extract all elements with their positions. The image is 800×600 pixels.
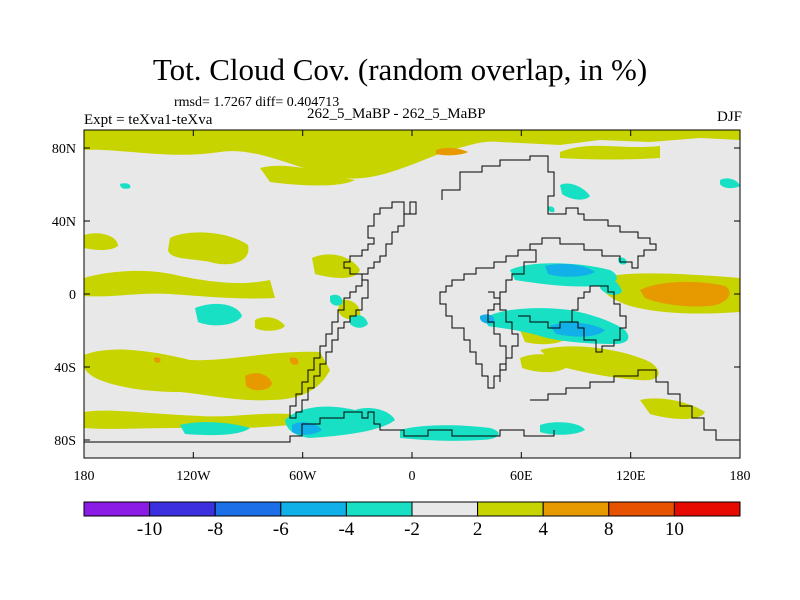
colorbar-label: 10 [665,519,684,540]
spac-orange-2 [290,357,299,365]
coastline-antarctica [84,411,555,443]
colorbar-box [149,501,216,517]
indo-blue [545,264,595,277]
ant-cyan-3 [180,422,250,436]
strong-negative-regions [292,264,605,435]
west-pac [84,233,118,250]
lon-tick-label: 180 [730,469,751,484]
spac-orange-3 [154,357,161,363]
arctic-band [84,130,740,179]
indian-blue [550,322,605,337]
colorbar [83,501,741,517]
coastlines [84,155,740,443]
lon-tick-label: 180 [74,469,95,484]
npac-patch [168,232,249,265]
pac-cyan-2 [330,294,343,306]
samerica-patch [255,317,285,331]
anomaly-field [84,130,740,441]
mid-atl [312,254,360,278]
lon-tick-label: 60E [510,469,533,484]
colorbar-label: -10 [137,519,162,540]
colorbar-box [411,501,479,517]
colorbar-box [542,501,610,517]
lon-tick-label: 120W [176,469,211,484]
aus-patch [640,398,705,419]
colorbar-label: -6 [273,519,289,540]
na-cyan [560,183,590,200]
coastline-americas [289,201,417,419]
coastline-se-asia [518,315,572,329]
na-cyan-4 [548,206,555,213]
colorbar-box [477,501,544,517]
ant-cyan-4 [540,422,585,435]
colorbar-label: -2 [404,519,420,540]
na-cyan-2 [720,178,740,189]
lat-tick-label: 80N [52,142,76,157]
ant-band [84,410,300,429]
colorbar-box [280,501,347,517]
lat-axis: 80N 40N 0 40S 80S [52,142,76,449]
lat-tick-label: 40N [52,215,76,230]
ep-orange [640,281,730,307]
spac-orange [245,373,272,391]
trop-pac-band [84,270,275,299]
arctic-band-3 [560,145,660,160]
figure-title: Tot. Cloud Cov. (random overlap, in %) [152,52,648,87]
strong-positive-regions [154,147,730,391]
atl-cyan [350,315,368,328]
coastline-australia [571,285,627,353]
colorbar-box [214,501,282,517]
lat-tick-label: 0 [69,288,76,303]
season-label: DJF [716,109,742,125]
colorbar-label: -4 [338,519,354,540]
spac-blue [480,314,495,324]
na-cyan-3 [120,183,131,189]
lat-tick-label: 40S [54,361,76,376]
wpac-cyan [600,278,622,295]
arctic-band-2 [260,165,355,186]
colorbar-labels: -10 -8 -6 -4 -2 2 4 8 10 [137,519,684,540]
lon-tick-label: 0 [409,469,416,484]
colorbar-label: 4 [538,519,548,540]
coastline-aus-south [530,369,740,441]
colorbar-label: -8 [207,519,223,540]
cases-label: 262_5_MaBP - 262_5_MaBP [307,106,486,122]
stats-text: rmsd= 1.7267 diff= 0.404713 [174,95,340,110]
lat-tick-label: 80S [54,434,76,449]
coastline-africa-east [488,291,519,382]
coastline-eurasia [439,155,657,389]
lon-axis: 180 120W 60W 0 60E 120E 180 [74,469,751,484]
pac-cyan [195,303,242,326]
lon-tick-label: 60W [289,469,317,484]
colorbar-box [608,501,675,517]
sindian-band [540,346,659,381]
colorbar-box [345,501,413,517]
atl-orange [436,147,468,156]
colorbar-box [83,501,151,517]
lon-tick-label: 120E [616,469,646,484]
colorbar-box [673,501,741,517]
ant-blue [292,422,322,435]
experiment-label: Expt = teXva1-teXva [84,112,213,128]
colorbar-label: 8 [604,519,614,540]
tick-marks [83,130,741,458]
colorbar-label: 2 [473,519,483,540]
ant-cyan-2 [400,425,499,441]
